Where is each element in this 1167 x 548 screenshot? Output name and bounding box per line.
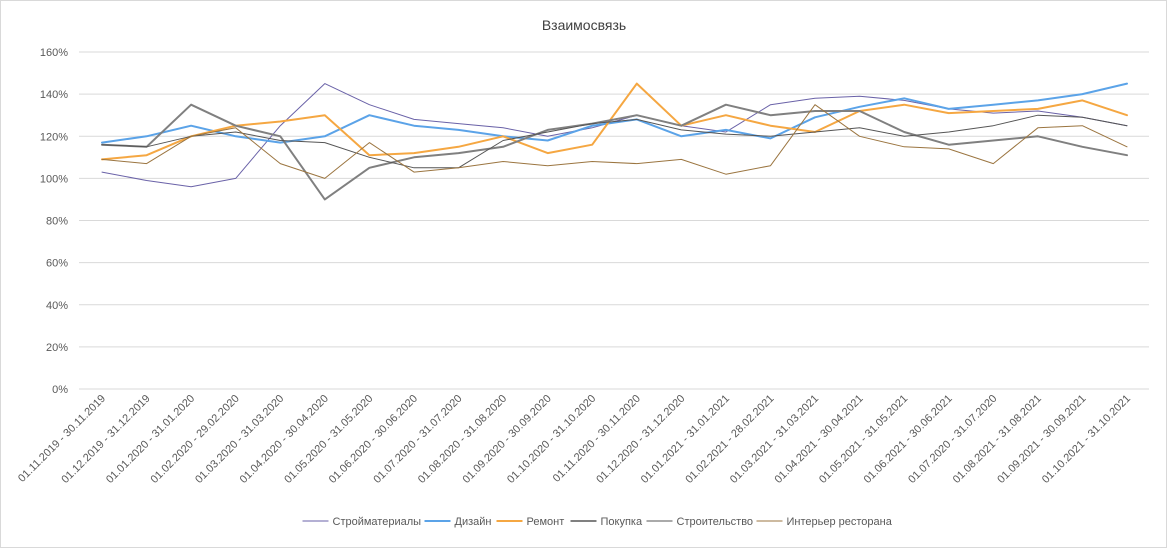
x-tick-label: 01.08.2021 - 31.08.2021 <box>951 393 1044 486</box>
legend: Стройматериалы Дизайн Ремонт Покупка Строите… <box>302 516 893 528</box>
x-tick-label: 01.10.2021 - 31.10.2021 <box>1040 393 1133 486</box>
y-tick-label: 40% <box>46 300 68 312</box>
x-tick-label: 01.07.2020 - 31.07.2020 <box>371 393 464 486</box>
x-tick-label: 01.04.2020 - 30.04.2020 <box>238 393 331 486</box>
x-tick-label: 01.06.2021 - 30.06.2021 <box>862 393 955 486</box>
series-line <box>101 83 1128 188</box>
legend-label: Дизайн <box>455 516 492 528</box>
x-tick-label: 01.03.2020 - 31.03.2020 <box>193 393 286 486</box>
x-tick-label: 01.04.2021 - 30.04.2021 <box>772 393 865 486</box>
x-tick-label: 01.01.2021 - 31.01.2021 <box>639 393 732 486</box>
legend-label: Покупка <box>601 516 643 528</box>
x-tick-label: 01.05.2021 - 31.05.2021 <box>817 393 910 486</box>
x-tick-label: 01.12.2020 - 31.12.2020 <box>594 393 687 486</box>
x-tick-label: 01.10.2020 - 31.10.2020 <box>505 393 598 486</box>
x-tick-label: 01.08.2020 - 31.08.2020 <box>416 393 509 486</box>
x-tick-label: 01.06.2020 - 30.06.2020 <box>327 393 420 486</box>
x-tick-label: 01.12.2019 - 31.12.2019 <box>59 393 152 486</box>
x-tick-label: 01.11.2019 - 30.11.2019 <box>16 393 108 485</box>
x-tick-label: 01.09.2020 - 30.09.2020 <box>461 393 554 486</box>
x-tick-label: 01.11.2020 - 30.11.2020 <box>551 393 643 485</box>
x-tick-label: 01.05.2020 - 31.05.2020 <box>282 393 375 486</box>
y-tick-label: 20% <box>46 342 68 354</box>
series-line <box>101 82 1128 144</box>
legend-label: Строительство <box>677 516 754 528</box>
series-line <box>101 103 1128 201</box>
chart-title: Взаимосвязь <box>542 17 626 33</box>
grid-lines <box>79 51 1149 390</box>
legend-label: Ремонт <box>527 516 565 528</box>
x-tick-label: 01.02.2021 - 28.02.2021 <box>683 393 776 486</box>
x-tick-label: 01.02.2020 - 29.02.2020 <box>149 393 242 486</box>
series-line <box>101 104 1128 179</box>
y-tick-label: 80% <box>46 216 68 228</box>
x-tick-label: 01.03.2021 - 31.03.2021 <box>728 393 821 486</box>
x-tick-label: 01.01.2020 - 31.01.2020 <box>104 393 197 486</box>
y-tick-label: 0% <box>52 384 68 396</box>
y-tick-label: 120% <box>40 131 68 143</box>
x-tick-label: 01.07.2020 - 31.07.2020 <box>906 393 999 486</box>
legend-label: Интерьер ресторана <box>787 516 893 528</box>
legend-label: Стройматериалы <box>333 516 422 528</box>
y-tick-label: 140% <box>40 89 68 101</box>
series-line <box>101 114 1128 169</box>
series-line <box>101 82 1128 161</box>
y-tick-label: 100% <box>40 173 68 185</box>
y-tick-label: 160% <box>40 47 68 59</box>
y-axis-ticks: 0% 20% 40% 60% 80% 100% 120% 140% 160% <box>40 47 68 396</box>
x-tick-label: 01.09.2021 - 30.09.2021 <box>995 393 1088 486</box>
series-lines <box>101 82 1128 201</box>
y-tick-label: 60% <box>46 258 68 270</box>
